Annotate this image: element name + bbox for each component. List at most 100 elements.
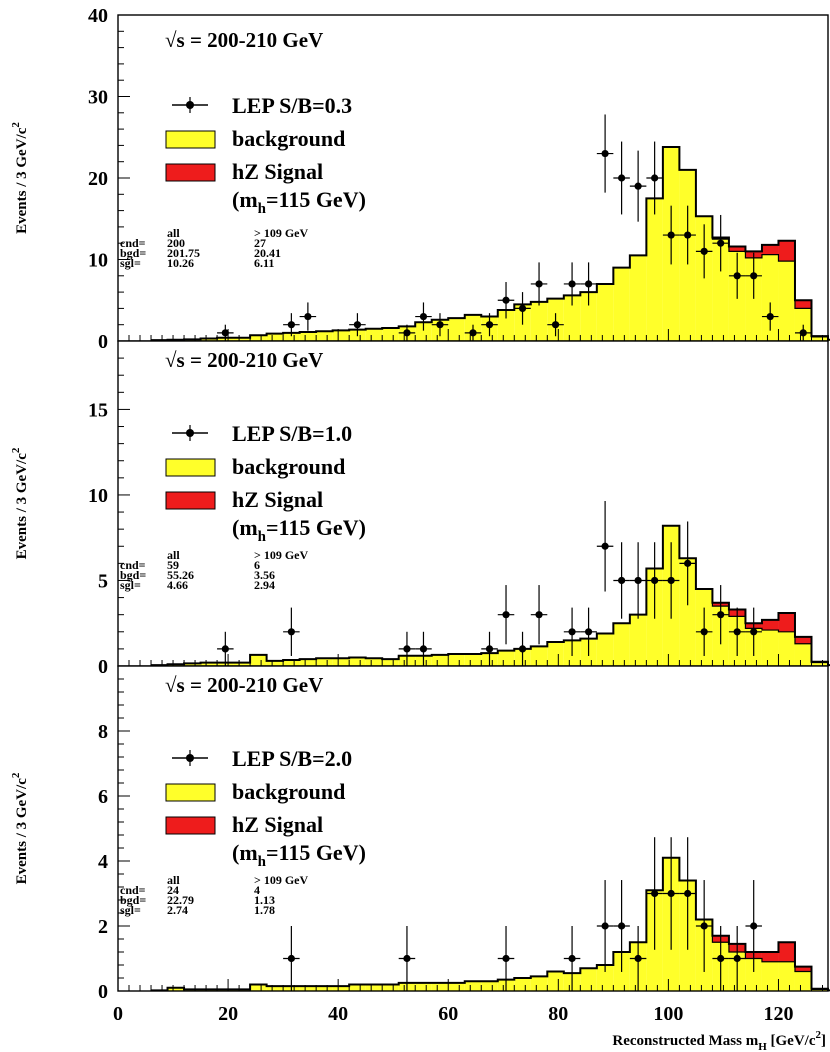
background-bar — [299, 659, 317, 666]
background-bar — [778, 631, 795, 666]
background-bar — [332, 658, 350, 666]
legend: LEP S/B=2.0 background hZ Signal (mh=115 Ge… — [165, 746, 366, 870]
background-bar — [613, 267, 630, 341]
y-tick-label: 10 — [88, 250, 108, 272]
background-bar — [382, 327, 399, 341]
stats-row-cut: 1.78 — [254, 903, 275, 917]
background-bar — [365, 984, 383, 991]
legend-signal-swatch — [165, 816, 216, 835]
background-bar — [596, 965, 614, 991]
background-bar — [745, 958, 762, 991]
x-tick-label: 80 — [548, 1003, 568, 1025]
y-tick-label: 2 — [98, 916, 108, 938]
signal-bar — [761, 619, 779, 631]
x-tick-label: 20 — [218, 1003, 238, 1025]
stats-table: all > 109 GeV cnd= 200 27 bgd= 201.75 20.41 sgl=… — [120, 226, 308, 270]
data-point — [419, 312, 428, 321]
background-bar — [596, 283, 614, 341]
data-point — [651, 174, 659, 182]
background-bar — [712, 239, 729, 341]
data-point — [667, 576, 675, 585]
background-bar — [629, 614, 647, 666]
background-bar — [448, 318, 465, 341]
signal-bar — [728, 246, 746, 252]
data-point — [287, 321, 295, 329]
data-point — [535, 280, 543, 288]
stats-head-cut: > 109 GeV — [254, 548, 308, 562]
y-tick-label: 5 — [98, 570, 108, 592]
legend-background-label: background — [232, 126, 345, 151]
energy-range: = 200-210 GeV — [185, 673, 324, 697]
background-bar — [184, 663, 201, 666]
legend: LEP S/B=1.0 background hZ Signal (mh=115 Ge… — [165, 421, 366, 545]
signal-bar — [794, 966, 812, 972]
background-bar — [332, 986, 350, 991]
background-bar — [778, 261, 795, 341]
stats-row-label: cnd= — [120, 883, 146, 897]
data-point — [733, 954, 741, 963]
y-axis-label-text: Events / 3 GeV/c — [14, 453, 30, 560]
background-bar — [530, 646, 548, 666]
legend-data-marker — [186, 754, 194, 762]
x-tick-label: 40 — [328, 1003, 348, 1025]
background-bar — [365, 658, 383, 666]
legend-background-swatch — [165, 130, 216, 149]
stats-row-label: bgd= — [120, 568, 146, 582]
stats-row-label: bgd= — [120, 246, 146, 260]
signal-bar — [794, 300, 812, 309]
signal-bar — [778, 942, 795, 962]
data-point — [634, 576, 642, 585]
legend-mass-post: =115 GeV) — [266, 515, 366, 540]
background-bar — [629, 255, 647, 341]
data-point — [733, 272, 741, 280]
y-axis-label: Events / 3 GeV/c2 — [10, 447, 30, 559]
background-bar — [299, 332, 317, 341]
legend-mass-sub: h — [258, 529, 267, 545]
x-tick-label: 100 — [653, 1003, 683, 1025]
background-bar — [580, 292, 597, 341]
legend: LEP S/B=0.3 background hZ Signal (mh=115 Ge… — [165, 93, 366, 217]
stats-head-all: all — [167, 548, 180, 562]
legend-mass-pre: (m — [232, 840, 258, 865]
data-point — [733, 628, 741, 636]
energy-sqrt: √s — [165, 673, 185, 697]
background-bar — [167, 987, 185, 991]
background-bar — [233, 662, 251, 666]
legend-data-marker — [186, 429, 194, 437]
background-bar — [613, 623, 630, 666]
energy-label: √s = 200-210 GeV — [165, 348, 323, 372]
signal-bar — [778, 612, 795, 632]
stats-row-all: 59 — [167, 558, 179, 572]
data-point — [221, 329, 229, 337]
stats-row-all: 201.75 — [167, 246, 200, 260]
legend-mass-pre: (m — [232, 187, 258, 212]
data-point — [304, 312, 312, 321]
data-point — [799, 329, 807, 337]
data-point — [436, 321, 444, 329]
total-outline — [151, 856, 830, 992]
y-axis-label: Events / 3 GeV/c2 — [10, 122, 30, 234]
background-bar — [695, 216, 713, 341]
panel-2: 0 5 10 15 Events / 3 GeV/c2 √s = 200-210 GeV L… — [10, 340, 830, 678]
background-bar — [745, 257, 762, 341]
stats-row-label: sgl= — [120, 903, 141, 917]
stats-row-cut: 2.94 — [254, 578, 275, 592]
legend-mass-pre: (m — [232, 515, 258, 540]
data-point — [568, 954, 576, 963]
background-bar — [431, 654, 449, 666]
data-point — [535, 611, 543, 619]
background-bar — [794, 643, 812, 666]
data-point — [618, 576, 626, 585]
data-point — [700, 922, 708, 930]
background-bar — [448, 654, 465, 666]
background-bar — [233, 337, 251, 341]
stats-row-label: sgl= — [120, 578, 141, 592]
legend-mass-label: (mh=115 GeV) — [232, 840, 366, 870]
stats-row-label: bgd= — [120, 893, 146, 907]
stats-row-all: 200 — [167, 236, 185, 250]
data-point — [221, 645, 229, 653]
background-bar — [200, 338, 218, 341]
background-bar — [365, 328, 383, 341]
